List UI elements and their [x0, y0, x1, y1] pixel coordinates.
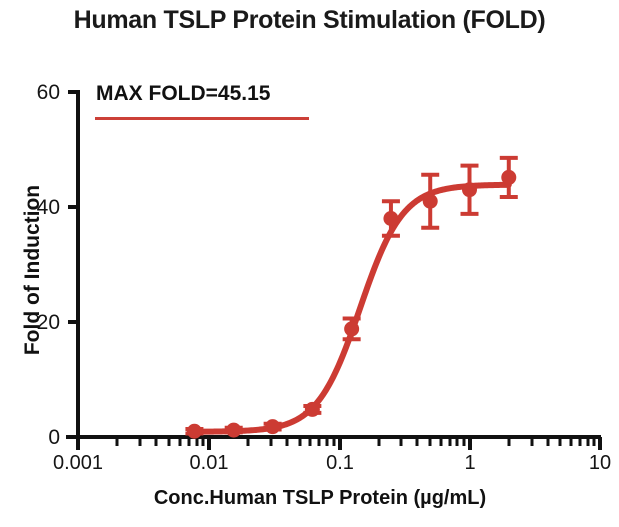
max-fold-underline [95, 117, 309, 120]
data-points [186, 169, 517, 439]
x-tick-label-0.1: 0.1 [326, 452, 354, 474]
x-axis-title: Conc.Human TSLP Protein (µg/mL) [153, 487, 487, 509]
y-tick-label-60: 60 [36, 81, 60, 104]
max-fold-annotation: MAX FOLD=45.15 [96, 82, 271, 105]
y-tick-label-0: 0 [48, 426, 60, 449]
chart-title: Human TSLP Protein Stimulation (FOLD) [73, 6, 546, 34]
x-tick-label-0.001: 0.001 [52, 452, 104, 474]
y-tick-label-20: 20 [36, 311, 60, 334]
x-tick-label-0.01: 0.01 [189, 452, 229, 474]
data-point-marker [383, 211, 399, 226]
fit-curve [191, 181, 512, 435]
data-point-marker [501, 169, 517, 185]
error-bars [185, 155, 518, 436]
data-point-marker [344, 321, 360, 337]
data-point-marker [265, 419, 281, 435]
y-tick-label-40: 40 [36, 196, 60, 219]
data-point-marker [186, 423, 202, 439]
y-axis-title: Fold of Induction [21, 184, 44, 356]
x-tick-label-1: 1 [464, 452, 476, 474]
x-axis-major-ticks [76, 437, 602, 450]
data-point-marker [304, 401, 320, 417]
data-point-marker [226, 422, 242, 438]
x-tick-label-10: 10 [588, 452, 612, 474]
data-point-marker [462, 182, 477, 198]
x-axis-minor-ticks [115, 437, 596, 446]
data-point-marker [422, 193, 438, 209]
